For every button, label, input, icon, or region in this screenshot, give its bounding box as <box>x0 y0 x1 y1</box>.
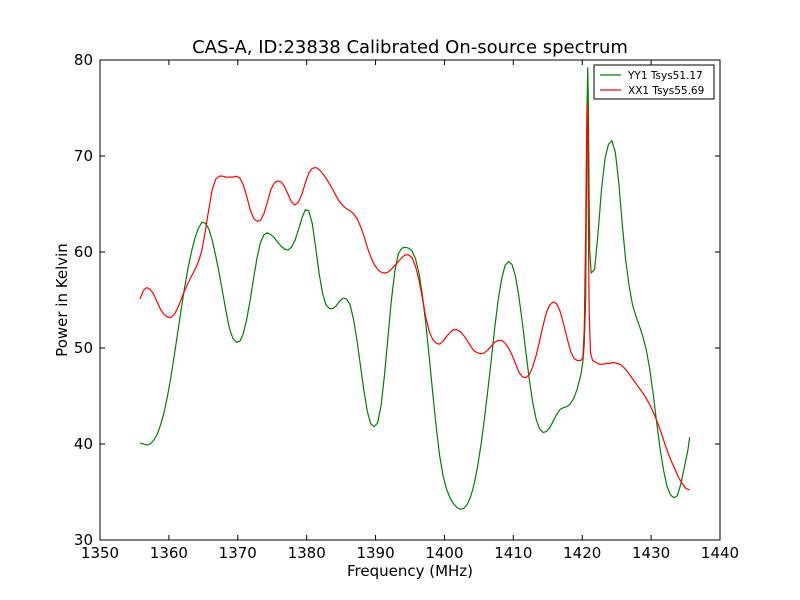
plot-frame <box>99 59 721 541</box>
x-tick-label: 1410 <box>494 544 532 562</box>
x-tick-label: 1370 <box>219 544 257 562</box>
y-axis-label: Power in Kelvin <box>53 243 71 357</box>
x-axis-label: Frequency (MHz) <box>347 562 473 580</box>
legend-label-xx1: XX1 Tsys55.69 <box>628 85 704 97</box>
y-tick-label: 60 <box>74 243 93 261</box>
x-tick-label: 1400 <box>425 544 463 562</box>
legend-box <box>593 64 715 100</box>
x-tick-label: 1430 <box>632 544 670 562</box>
y-axis: 30 40 50 60 70 80 <box>74 51 720 549</box>
x-tick-label: 1440 <box>701 544 739 562</box>
x-tick-label: 1360 <box>150 544 188 562</box>
series-line-yy1 <box>139 67 691 510</box>
y-tick-label: 50 <box>74 339 93 357</box>
x-tick-label: 1390 <box>356 544 394 562</box>
y-tick-label: 70 <box>74 147 93 165</box>
series-line-xx1 <box>139 102 690 491</box>
x-axis: 1350 1360 1370 1380 1390 1400 1410 1420 1430 1440 <box>81 60 739 562</box>
y-tick-label: 40 <box>74 435 93 453</box>
series-layer <box>139 67 691 510</box>
legend: YY1 Tsys51.17 XX1 Tsys55.69 <box>593 64 715 100</box>
x-tick-label: 1420 <box>563 544 601 562</box>
x-tick-label: 1380 <box>288 544 326 562</box>
chart-title: CAS-A, ID:23838 Calibrated On-source spe… <box>192 37 628 58</box>
x-tick-label: 1350 <box>81 544 119 562</box>
y-tick-label: 30 <box>74 531 93 549</box>
y-tick-label: 80 <box>74 51 93 69</box>
legend-label-yy1: YY1 Tsys51.17 <box>627 70 703 82</box>
